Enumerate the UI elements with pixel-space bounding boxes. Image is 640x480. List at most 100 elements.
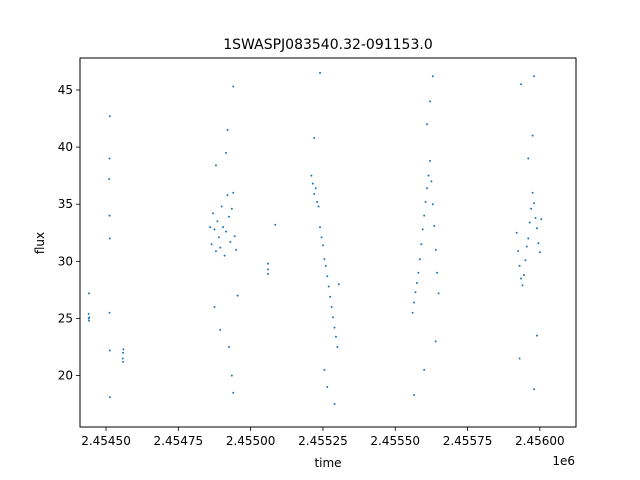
data-point xyxy=(430,180,433,183)
data-point xyxy=(316,200,319,203)
data-point xyxy=(520,83,523,86)
data-point xyxy=(428,100,431,103)
data-point xyxy=(266,268,269,271)
data-point xyxy=(517,250,520,253)
data-point xyxy=(222,226,225,229)
data-point xyxy=(426,187,429,190)
data-point xyxy=(337,283,340,286)
data-point xyxy=(518,264,521,267)
x-tick-label: 2.45500 xyxy=(226,434,276,448)
data-point xyxy=(433,224,436,227)
data-point xyxy=(332,316,335,319)
data-point xyxy=(319,71,322,74)
data-point xyxy=(310,174,313,177)
data-point xyxy=(121,357,124,360)
x-tick-label: 2.45525 xyxy=(298,434,348,448)
data-point xyxy=(518,357,521,360)
data-point xyxy=(436,271,439,274)
x-axis-offset-label: 1e6 xyxy=(552,454,575,468)
data-point xyxy=(533,388,536,391)
data-point xyxy=(336,346,339,349)
data-point xyxy=(520,277,523,280)
y-tick-label: 35 xyxy=(58,197,73,211)
data-point xyxy=(209,226,212,229)
data-point xyxy=(524,259,527,262)
data-point xyxy=(411,311,414,314)
data-point xyxy=(330,306,333,309)
chart-title: 1SWASPJ083540.32-091153.0 xyxy=(223,37,432,53)
data-point xyxy=(232,391,235,394)
data-point xyxy=(515,231,518,234)
data-point xyxy=(223,254,226,257)
data-point xyxy=(227,346,230,349)
data-point xyxy=(326,386,329,389)
data-point xyxy=(212,212,215,215)
data-point xyxy=(108,157,111,160)
data-point xyxy=(415,282,418,285)
x-tick-label: 2.45575 xyxy=(443,434,493,448)
data-point xyxy=(230,374,233,377)
x-tick-label: 2.45475 xyxy=(154,434,204,448)
data-point xyxy=(233,235,236,238)
data-point xyxy=(229,240,232,243)
data-point xyxy=(220,205,223,208)
data-point xyxy=(87,312,90,315)
data-point xyxy=(525,245,528,248)
data-point xyxy=(216,220,219,223)
plot-frame xyxy=(79,57,577,428)
data-point xyxy=(87,292,90,295)
data-point xyxy=(214,250,217,253)
data-point xyxy=(108,396,111,399)
data-point xyxy=(535,227,538,230)
data-point xyxy=(326,275,329,278)
data-point xyxy=(225,230,228,233)
data-point xyxy=(420,243,423,246)
data-point xyxy=(533,75,536,78)
data-point xyxy=(323,258,326,261)
data-point xyxy=(320,236,323,239)
data-point xyxy=(210,243,213,246)
x-tick-label: 2.45550 xyxy=(370,434,420,448)
data-point xyxy=(421,228,424,231)
data-point xyxy=(538,251,541,254)
y-axis-label: flux xyxy=(33,232,47,254)
data-point xyxy=(219,246,222,249)
data-point xyxy=(428,159,431,162)
data-point xyxy=(528,221,531,224)
data-points xyxy=(87,71,543,406)
data-point xyxy=(537,242,540,245)
data-point xyxy=(321,244,324,247)
data-point xyxy=(534,216,537,219)
data-point xyxy=(533,202,536,205)
data-point xyxy=(232,85,235,88)
data-point xyxy=(225,151,228,154)
data-point xyxy=(327,285,330,288)
data-point xyxy=(108,214,111,217)
y-tick-label: 40 xyxy=(58,140,73,154)
data-point xyxy=(108,115,111,118)
data-point xyxy=(427,174,430,177)
data-point xyxy=(531,134,534,137)
data-point xyxy=(122,351,125,354)
data-point xyxy=(423,214,426,217)
data-point xyxy=(329,295,332,298)
data-point xyxy=(108,349,111,352)
data-point xyxy=(324,264,327,267)
y-axis-ticks: 20 25 30 35 40 45 xyxy=(58,83,80,383)
x-axis-ticks: 2.45450 2.45475 2.45500 2.45525 2.45550 2.455… xyxy=(81,427,565,448)
data-point xyxy=(266,262,269,265)
data-point xyxy=(531,191,534,194)
data-point xyxy=(230,207,233,210)
data-point xyxy=(434,340,437,343)
x-tick-label: 2.45450 xyxy=(81,434,131,448)
data-point xyxy=(319,226,322,229)
data-point xyxy=(226,128,229,131)
data-point xyxy=(236,294,239,297)
data-point xyxy=(122,348,125,351)
data-point xyxy=(418,258,421,261)
y-tick-label: 45 xyxy=(58,83,73,97)
data-point xyxy=(424,200,427,203)
data-point xyxy=(122,360,125,363)
